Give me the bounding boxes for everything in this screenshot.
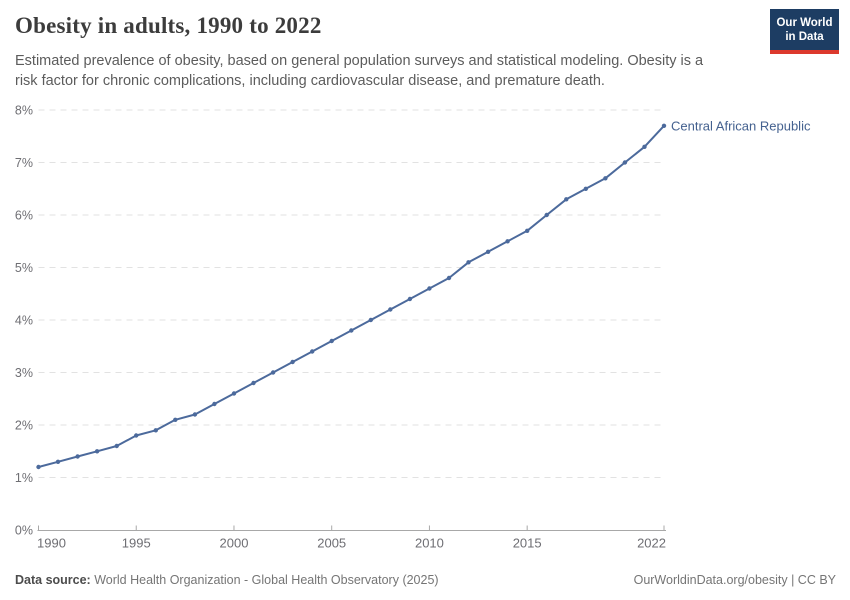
y-tick-label: 1% [15,471,33,485]
data-line [37,124,665,468]
y-tick-label: 4% [15,313,33,327]
data-source: Data source: World Health Organization -… [15,573,439,587]
data-point [173,417,178,422]
data-point [485,249,491,254]
x-tick-label: 1995 [122,536,151,551]
data-point [310,349,315,354]
data-point [368,317,373,323]
data-point [407,296,413,302]
x-tick-label: 2010 [415,536,444,551]
series-end-label[interactable]: Central African Republic [671,118,811,133]
owid-logo[interactable]: Our World in Data [770,9,839,54]
data-point [564,197,569,202]
data-point [544,212,549,218]
data-point [231,391,237,396]
y-tick-label: 5% [15,261,33,275]
data-point [446,275,452,281]
y-tick-label: 2% [15,418,33,432]
x-tick-label: 2000 [220,536,249,551]
data-point [55,459,61,464]
y-tick-label: 0% [15,523,33,537]
data-point [270,370,276,375]
page-title: Obesity in adults, 1990 to 2022 [15,13,322,38]
y-tick-label: 8% [15,103,33,117]
data-point [251,380,256,386]
data-series[interactable] [36,123,667,470]
data-point [114,443,119,449]
owid-logo-line2: in Data [785,31,824,43]
data-point [329,338,334,344]
x-tick-label: 1990 [37,536,66,551]
data-source-value: World Health Organization - Global Healt… [90,573,439,587]
chart-subtitle: Estimated prevalence of obesity, based o… [15,53,704,89]
owid-logo-line1: Our World [776,17,833,29]
data-point [642,144,647,149]
chart-footer: Data source: World Health Organization -… [15,573,836,587]
x-tick-label: 2005 [317,536,346,551]
data-point [583,186,588,191]
data-point [603,176,608,181]
data-point [466,260,471,265]
x-tick-label: 2015 [513,536,542,551]
data-point [134,433,139,438]
y-tick-label: 7% [15,156,33,170]
x-tick-label: 2022 [637,536,666,551]
data-point [525,228,530,233]
y-tick-label: 6% [15,208,33,222]
y-axis-labels: 0% 1% 2% 3% 4% 5% 6% 7% 8% [15,103,33,537]
data-point [75,454,80,459]
data-point [661,123,667,128]
data-source-label: Data source: [15,573,91,587]
data-point [427,286,432,291]
gridlines [38,109,661,478]
y-tick-label: 3% [15,366,33,380]
data-point [212,401,217,407]
data-point [388,307,393,312]
data-point [290,359,295,365]
x-axis [37,525,666,531]
x-axis-labels: 1990 1995 2000 2005 2010 2015 2022 [37,536,666,551]
data-point [153,428,158,433]
data-point [505,239,510,244]
data-point [192,412,198,417]
data-point [36,464,41,470]
data-point [622,160,628,165]
data-point [94,449,100,454]
credit-link[interactable]: OurWorldinData.org/obesity | CC BY [633,573,836,587]
data-point [349,328,354,333]
